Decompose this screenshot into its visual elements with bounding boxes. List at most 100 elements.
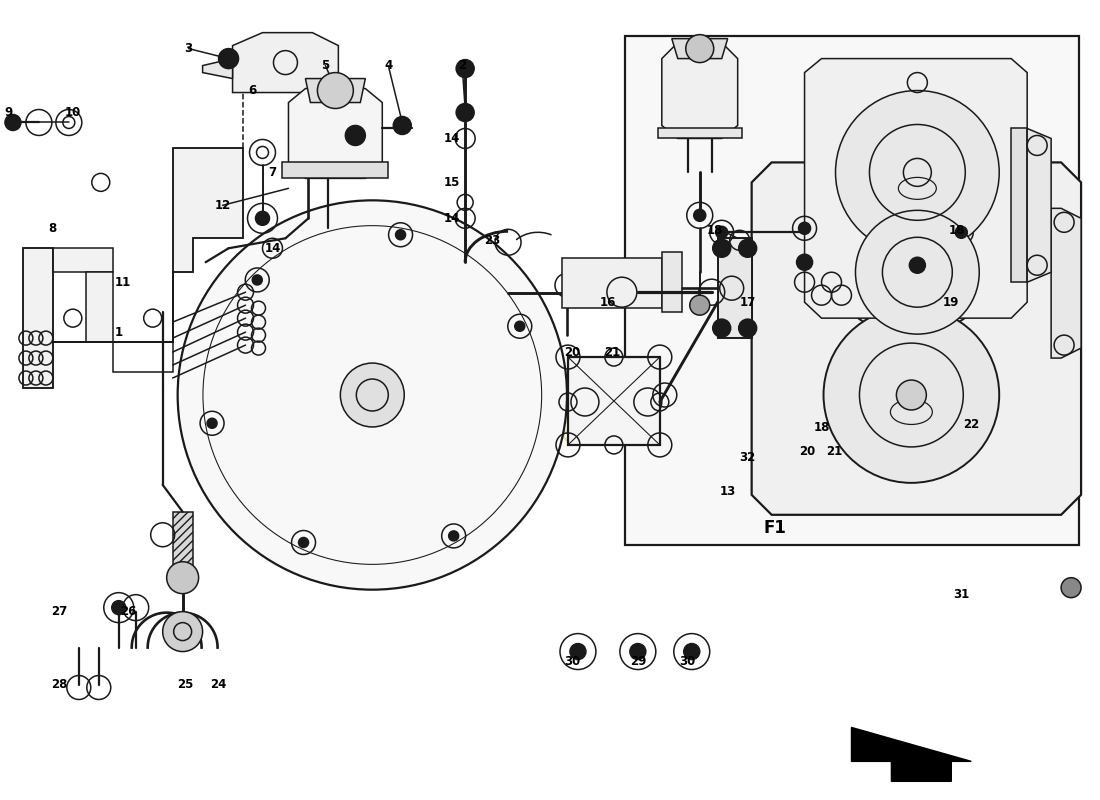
Text: 5: 5 <box>321 59 330 72</box>
Circle shape <box>824 161 999 336</box>
Text: 30: 30 <box>680 655 696 668</box>
Text: 17: 17 <box>739 296 756 309</box>
Circle shape <box>112 601 125 614</box>
Polygon shape <box>283 162 388 178</box>
Circle shape <box>739 319 757 337</box>
Text: 20: 20 <box>800 446 816 458</box>
Text: 11: 11 <box>114 276 131 289</box>
Text: F1: F1 <box>763 518 786 537</box>
Text: 7: 7 <box>268 166 276 179</box>
Text: 18: 18 <box>706 224 723 237</box>
Text: 8: 8 <box>48 222 57 234</box>
Circle shape <box>856 210 979 334</box>
Text: 21: 21 <box>604 346 620 358</box>
Circle shape <box>396 230 406 240</box>
Circle shape <box>955 226 967 238</box>
Text: 13: 13 <box>719 486 736 498</box>
Polygon shape <box>562 258 662 308</box>
Text: 18: 18 <box>949 224 966 237</box>
Circle shape <box>824 307 999 483</box>
Text: 14: 14 <box>444 212 461 225</box>
Text: 21: 21 <box>826 446 843 458</box>
Circle shape <box>340 363 405 427</box>
Circle shape <box>167 562 199 594</box>
Bar <box>568 357 660 445</box>
Text: 12: 12 <box>214 199 231 212</box>
Text: 31: 31 <box>954 588 969 601</box>
Circle shape <box>796 254 813 270</box>
Text: 26: 26 <box>121 605 136 618</box>
Text: 15: 15 <box>444 176 461 189</box>
Circle shape <box>910 258 925 274</box>
Text: 1: 1 <box>114 326 123 338</box>
Text: 9: 9 <box>4 106 13 119</box>
Text: 4: 4 <box>384 59 393 72</box>
Polygon shape <box>306 78 365 102</box>
Circle shape <box>570 643 586 659</box>
Circle shape <box>318 73 353 109</box>
Text: 3: 3 <box>185 42 192 55</box>
Text: 25: 25 <box>177 678 194 691</box>
Polygon shape <box>851 727 971 782</box>
Text: 23: 23 <box>484 234 500 246</box>
Polygon shape <box>202 58 232 78</box>
Text: online 1985: online 1985 <box>441 409 600 510</box>
Circle shape <box>177 200 566 590</box>
Circle shape <box>799 222 811 234</box>
Circle shape <box>163 612 202 651</box>
Polygon shape <box>288 89 383 178</box>
Circle shape <box>896 234 926 263</box>
Circle shape <box>739 239 757 258</box>
Circle shape <box>836 90 999 254</box>
Circle shape <box>630 643 646 659</box>
Text: 28: 28 <box>51 678 67 691</box>
Polygon shape <box>232 33 339 93</box>
Circle shape <box>515 322 525 331</box>
Text: 14: 14 <box>444 132 461 145</box>
Circle shape <box>345 126 365 146</box>
Text: 27: 27 <box>51 605 67 618</box>
Polygon shape <box>662 252 682 312</box>
Circle shape <box>394 117 411 134</box>
Polygon shape <box>662 42 738 138</box>
Text: 22: 22 <box>964 418 979 431</box>
Circle shape <box>219 49 239 69</box>
Circle shape <box>456 59 474 78</box>
Polygon shape <box>23 248 53 388</box>
Text: 16: 16 <box>600 296 616 309</box>
Polygon shape <box>86 149 242 342</box>
Circle shape <box>207 418 217 428</box>
Circle shape <box>1062 578 1081 598</box>
Circle shape <box>456 103 474 122</box>
Circle shape <box>690 295 710 315</box>
Circle shape <box>449 531 459 541</box>
Polygon shape <box>717 238 751 338</box>
Text: 20: 20 <box>564 346 580 358</box>
Polygon shape <box>53 248 113 272</box>
Circle shape <box>298 538 308 547</box>
Circle shape <box>713 319 730 337</box>
Circle shape <box>252 275 262 285</box>
Polygon shape <box>804 58 1027 318</box>
Polygon shape <box>173 512 192 572</box>
Circle shape <box>684 643 700 659</box>
Polygon shape <box>751 162 1081 515</box>
Text: 6: 6 <box>249 84 256 97</box>
Polygon shape <box>672 38 728 58</box>
Text: 10: 10 <box>65 106 81 119</box>
Text: 2: 2 <box>458 59 466 72</box>
Text: 30: 30 <box>564 655 580 668</box>
Polygon shape <box>1052 208 1081 358</box>
Text: 29: 29 <box>629 655 646 668</box>
Circle shape <box>255 211 270 226</box>
Circle shape <box>685 34 714 62</box>
Text: 18: 18 <box>813 422 829 434</box>
Polygon shape <box>1011 129 1027 282</box>
Text: 32: 32 <box>739 451 756 464</box>
Circle shape <box>694 210 706 222</box>
Text: 19: 19 <box>943 296 959 309</box>
Polygon shape <box>1027 129 1052 282</box>
Circle shape <box>716 226 728 238</box>
Bar <box>625 36 1079 545</box>
Polygon shape <box>658 129 741 138</box>
